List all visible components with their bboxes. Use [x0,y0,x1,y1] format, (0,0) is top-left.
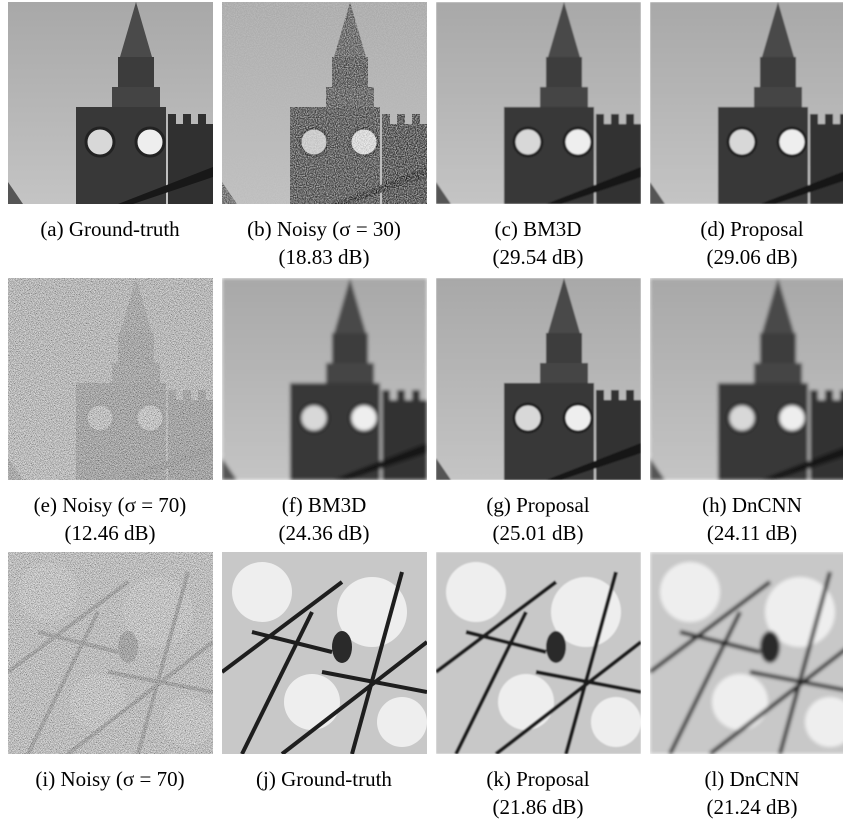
caption-psnr: (12.46 dB) [3,519,217,547]
caption-psnr: (18.83 dB) [217,243,431,271]
caption: (j) Ground-truth [217,765,431,793]
caption-psnr: (21.86 dB) [431,793,645,821]
panel-image [650,278,843,480]
caption-label: (d) Proposal [645,215,843,243]
panel-image [8,552,213,754]
panel-image [650,2,843,204]
caption-label: (g) Proposal [431,491,645,519]
caption: (a) Ground-truth [3,215,217,243]
panel-image [436,552,641,754]
caption-psnr: (29.06 dB) [645,243,843,271]
caption-label: (c) BM3D [431,215,645,243]
caption-label: (b) Noisy (σ = 30) [217,215,431,243]
caption: (e) Noisy (σ = 70)(12.46 dB) [3,491,217,547]
caption-psnr: (24.11 dB) [645,519,843,547]
caption: (b) Noisy (σ = 30)(18.83 dB) [217,215,431,271]
caption-psnr: (21.24 dB) [645,793,843,821]
caption-label: (k) Proposal [431,765,645,793]
panel-image [436,278,641,480]
figure: (a) Ground-truth(b) Noisy (σ = 30)(18.83… [0,0,843,821]
caption-psnr: (25.01 dB) [431,519,645,547]
caption: (l) DnCNN(21.24 dB) [645,765,843,821]
caption: (g) Proposal(25.01 dB) [431,491,645,547]
caption: (k) Proposal(21.86 dB) [431,765,645,821]
caption: (i) Noisy (σ = 70) [3,765,217,793]
caption-psnr: (24.36 dB) [217,519,431,547]
caption-psnr: (29.54 dB) [431,243,645,271]
panel-image [436,2,641,204]
caption-label: (h) DnCNN [645,491,843,519]
panel-image [8,2,213,204]
panel-image [222,278,427,480]
panel-image [222,2,427,204]
caption: (h) DnCNN(24.11 dB) [645,491,843,547]
caption: (d) Proposal(29.06 dB) [645,215,843,271]
caption-label: (f) BM3D [217,491,431,519]
caption-label: (i) Noisy (σ = 70) [3,765,217,793]
panel-image [222,552,427,754]
caption: (c) BM3D(29.54 dB) [431,215,645,271]
panel-image [8,278,213,480]
caption-label: (j) Ground-truth [217,765,431,793]
caption-label: (l) DnCNN [645,765,843,793]
caption-label: (a) Ground-truth [3,215,217,243]
caption: (f) BM3D(24.36 dB) [217,491,431,547]
caption-label: (e) Noisy (σ = 70) [3,491,217,519]
panel-image [650,552,843,754]
